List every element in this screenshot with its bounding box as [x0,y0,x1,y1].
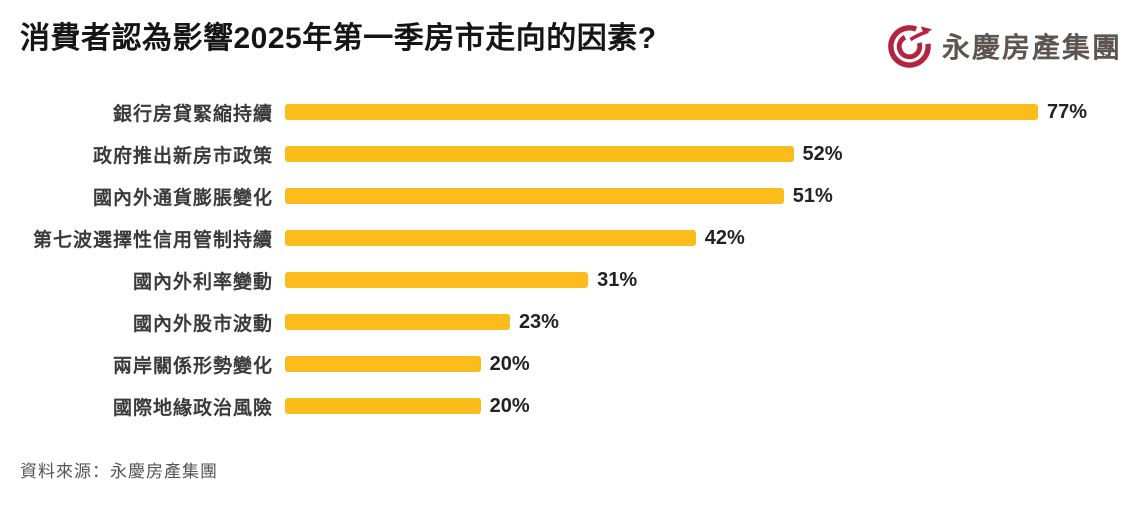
chart-row: 兩岸關係形勢變化 20% [20,343,1120,385]
bar-track: 77% [285,101,1120,124]
bar-label: 第七波選擇性信用管制持續 [32,229,273,251]
chart-row: 國內外利率變動 31% [20,259,1120,301]
bar-label: 國內外通貨膨脹變化 [92,187,273,209]
bar-track: 20% [285,395,1120,418]
bar-label: 兩岸關係形勢變化 [112,355,273,377]
bar [285,188,784,204]
chart-row: 國內外股市波動 23% [20,301,1120,343]
bar-track: 42% [285,227,1120,250]
chart-row: 政府推出新房市政策 52% [20,133,1120,175]
bar-value: 77% [1047,100,1088,123]
chart-row: 銀行房貸緊縮持續 77% [20,91,1120,133]
bar-value: 51% [792,184,833,207]
bar-chart: 銀行房貸緊縮持續 77% 政府推出新房市政策 52% 國內外通貨膨脹變化 51% 第七波選擇… [0,91,1136,427]
bar [285,230,696,246]
bar [285,104,1039,120]
bar-label: 國內外股市波動 [132,313,273,335]
bar [285,272,589,288]
bar [285,146,794,162]
bar [285,356,481,372]
chart-row: 第七波選擇性信用管制持續 42% [20,217,1120,259]
header: 消費者認為影響2025年第一季房市走向的因素? 永慶房產集團 [0,0,1136,69]
bar-track: 51% [285,185,1120,208]
bar-track: 23% [285,311,1120,334]
bar-value: 20% [489,394,530,417]
page-title: 消費者認為影響2025年第一季房市走向的因素? [20,22,657,55]
bar-label: 國際地緣政治風險 [112,397,273,419]
bar-track: 20% [285,353,1120,376]
bar-track: 52% [285,143,1120,166]
brand-logo: 永慶房產集團 [886,22,1122,69]
bar-track: 31% [285,269,1120,292]
bar-value: 31% [597,268,638,291]
bar-label: 國內外利率變動 [132,271,273,293]
footer: 資料來源：永慶房產集團 [0,457,1136,482]
chart-row: 國際地緣政治風險 20% [20,385,1120,427]
bar [285,314,510,330]
chart-row: 國內外通貨膨脹變化 51% [20,175,1120,217]
brand-logo-text: 永慶房產集團 [941,31,1122,63]
source-note: 資料來源：永慶房產集團 [20,462,218,481]
bar [285,398,481,414]
bar-value: 23% [518,310,559,333]
brand-logo-icon [888,25,933,68]
bar-value: 42% [704,226,745,249]
bar-value: 20% [489,352,530,375]
bar-label: 銀行房貸緊縮持續 [112,103,273,125]
bar-value: 52% [802,142,843,165]
bar-label: 政府推出新房市政策 [92,145,273,167]
